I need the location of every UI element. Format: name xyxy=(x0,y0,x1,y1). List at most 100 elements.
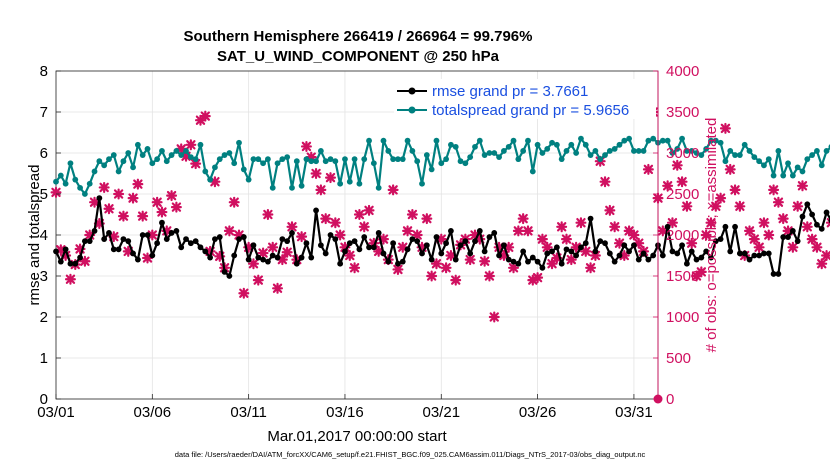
totalspread-point xyxy=(269,184,276,191)
observation-count-marker xyxy=(821,250,830,261)
rmse-point xyxy=(505,256,512,263)
observation-count-marker xyxy=(113,188,125,200)
totalspread-point xyxy=(683,148,690,154)
rmse-point xyxy=(115,246,122,253)
totalspread-point xyxy=(159,148,165,154)
rmse-point xyxy=(322,250,329,257)
rmse-point xyxy=(370,244,377,251)
rmse-point xyxy=(549,248,555,255)
observation-count-marker xyxy=(166,190,178,202)
observation-count-marker xyxy=(122,245,134,257)
observation-count-marker xyxy=(435,233,447,245)
y-right-tick-label: 3500 xyxy=(666,104,699,121)
totalspread-point xyxy=(510,137,517,144)
totalspread-point xyxy=(549,139,555,146)
totalspread-point xyxy=(91,168,98,175)
observation-count-marker xyxy=(657,225,669,237)
totalspread-point xyxy=(606,148,613,154)
y-right-tick-label: 1500 xyxy=(666,268,699,285)
rmse-point xyxy=(130,250,136,257)
rmse-point xyxy=(525,258,531,265)
totalspread-point xyxy=(77,184,83,191)
observation-count-marker xyxy=(79,255,91,267)
rmse-point xyxy=(168,230,175,236)
observation-count-marker xyxy=(416,241,428,253)
observation-count-marker xyxy=(296,231,308,243)
totalspread-point xyxy=(183,148,189,154)
observation-count-marker xyxy=(806,233,818,245)
totalspread-point xyxy=(149,160,156,167)
totalspread-point xyxy=(736,152,743,158)
totalspread-point xyxy=(236,139,242,146)
observation-count-marker xyxy=(753,241,765,253)
observation-count-marker xyxy=(710,200,722,212)
rmse-point xyxy=(736,250,743,257)
rmse-point xyxy=(799,213,806,220)
rmse-point xyxy=(674,250,681,257)
totalspread-point xyxy=(563,148,570,154)
y-right-tick-label: 2500 xyxy=(666,186,699,203)
x-tick-label: 03/11 xyxy=(230,404,266,421)
observation-count-marker xyxy=(190,158,202,170)
totalspread-point xyxy=(505,143,512,150)
totalspread-point xyxy=(163,158,170,165)
totalspread-point xyxy=(303,156,310,163)
rmse-point xyxy=(293,260,300,267)
observation-count-marker xyxy=(325,172,337,184)
observation-count-marker xyxy=(421,213,433,225)
observation-count-marker xyxy=(334,229,346,241)
rmse-point xyxy=(77,254,83,261)
observation-count-marker xyxy=(662,180,674,192)
rmse-point xyxy=(631,242,637,249)
totalspread-point xyxy=(346,178,353,185)
totalspread-point xyxy=(616,141,623,148)
totalspread-point xyxy=(361,156,368,163)
observation-count-marker xyxy=(353,209,365,220)
observation-count-marker xyxy=(744,225,756,237)
y-left-tick-label: 6 xyxy=(40,145,48,162)
observation-count-marker xyxy=(700,229,712,241)
rmse-point xyxy=(741,250,748,257)
totalspread-point xyxy=(814,148,820,154)
totalspread-point xyxy=(308,158,315,165)
observation-count-marker xyxy=(512,225,524,237)
observation-count-marker xyxy=(527,274,539,286)
rmse-point xyxy=(611,258,618,265)
observation-count-marker xyxy=(445,250,457,261)
rmse-point xyxy=(568,248,575,255)
observation-count-marker xyxy=(243,241,255,253)
totalspread-point xyxy=(462,160,469,167)
rmse-point xyxy=(491,230,498,236)
totalspread-point xyxy=(207,176,214,183)
rmse-point xyxy=(597,238,604,245)
rmse-point xyxy=(274,254,281,261)
totalspread-point xyxy=(130,164,136,171)
totalspread-point xyxy=(573,150,580,156)
observation-count-marker xyxy=(560,233,572,245)
observation-count-marker xyxy=(310,168,322,179)
observation-count-marker xyxy=(811,241,823,253)
rmse-point xyxy=(496,252,502,259)
totalspread-point xyxy=(525,137,531,144)
rmse-point xyxy=(809,211,816,218)
totalspread-point xyxy=(669,150,676,156)
totalspread-point xyxy=(640,148,647,154)
legend-spread-label: totalspread grand pr = 5.9656 xyxy=(432,102,629,119)
rmse-point xyxy=(351,238,358,245)
rmse-point xyxy=(183,236,189,243)
rmse-point xyxy=(616,252,623,259)
observation-count-marker xyxy=(180,150,192,162)
totalspread-point xyxy=(515,156,522,163)
rmse-point xyxy=(698,254,705,261)
rmse-point xyxy=(544,250,551,257)
observation-count-marker xyxy=(719,122,731,134)
totalspread-point xyxy=(53,178,59,185)
totalspread-point xyxy=(568,141,575,148)
rmse-point xyxy=(226,273,233,279)
totalspread-point xyxy=(380,137,387,144)
y-right-tick-label: 4000 xyxy=(666,63,699,80)
totalspread-point xyxy=(81,191,88,197)
observation-count-marker xyxy=(642,163,654,175)
observation-count-marker xyxy=(161,225,173,237)
observation-count-marker xyxy=(479,255,491,267)
